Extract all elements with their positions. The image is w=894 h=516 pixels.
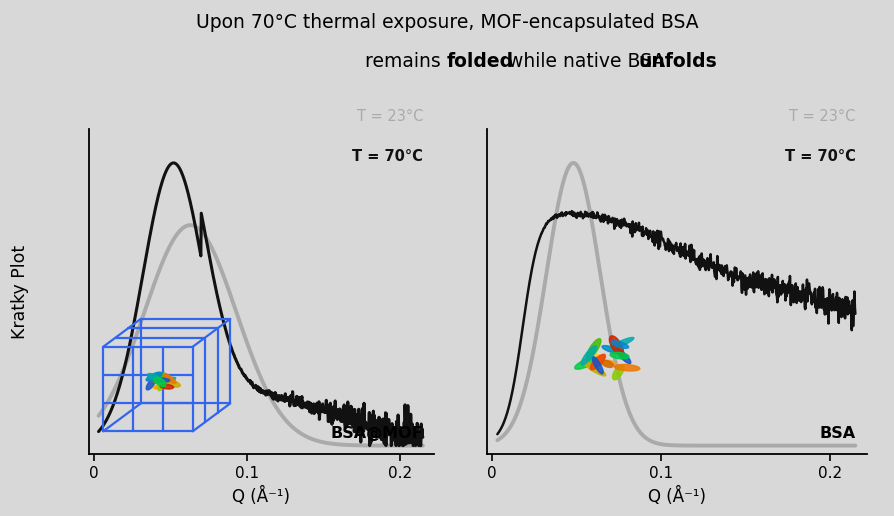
X-axis label: Q (Å⁻¹): Q (Å⁻¹) (648, 487, 706, 506)
Ellipse shape (612, 365, 624, 380)
Ellipse shape (154, 378, 170, 382)
Ellipse shape (575, 358, 596, 369)
Text: BSA: BSA (820, 426, 856, 441)
Ellipse shape (611, 341, 628, 348)
Ellipse shape (151, 373, 166, 378)
Ellipse shape (609, 337, 634, 349)
Ellipse shape (153, 385, 164, 389)
Ellipse shape (156, 381, 169, 385)
Text: while native BSA: while native BSA (502, 52, 671, 71)
Text: folded: folded (447, 52, 514, 71)
Text: BSA@MOF: BSA@MOF (331, 426, 423, 441)
Text: Kratky Plot: Kratky Plot (11, 245, 29, 338)
Ellipse shape (616, 348, 631, 364)
Ellipse shape (160, 384, 173, 389)
Ellipse shape (593, 357, 603, 374)
Ellipse shape (148, 374, 161, 381)
Ellipse shape (581, 346, 596, 365)
Ellipse shape (590, 354, 605, 370)
Ellipse shape (155, 377, 166, 386)
Text: Upon 70°C thermal exposure, MOF-encapsulated BSA: Upon 70°C thermal exposure, MOF-encapsul… (196, 13, 698, 32)
Ellipse shape (154, 384, 166, 389)
Ellipse shape (614, 364, 640, 371)
Text: T = 70°C: T = 70°C (785, 149, 856, 164)
Ellipse shape (595, 356, 605, 360)
Ellipse shape (158, 380, 166, 391)
Ellipse shape (148, 377, 162, 382)
Ellipse shape (163, 374, 176, 383)
Ellipse shape (583, 361, 606, 376)
Ellipse shape (147, 379, 156, 390)
Ellipse shape (163, 376, 170, 381)
Ellipse shape (610, 352, 628, 359)
Ellipse shape (602, 360, 613, 367)
Ellipse shape (162, 379, 181, 387)
Text: T = 23°C: T = 23°C (789, 109, 856, 124)
Ellipse shape (153, 380, 169, 385)
Ellipse shape (162, 379, 168, 383)
Ellipse shape (146, 372, 162, 381)
X-axis label: Q (Å⁻¹): Q (Å⁻¹) (232, 487, 291, 506)
Ellipse shape (160, 377, 175, 385)
Text: remains: remains (366, 52, 447, 71)
Text: T = 70°C: T = 70°C (352, 149, 423, 164)
Ellipse shape (600, 360, 615, 365)
Ellipse shape (602, 346, 620, 353)
Ellipse shape (148, 381, 156, 386)
Ellipse shape (612, 347, 624, 354)
Ellipse shape (586, 338, 601, 359)
Text: unfolds: unfolds (638, 52, 717, 71)
Ellipse shape (610, 336, 623, 356)
Ellipse shape (593, 354, 603, 359)
Text: T = 23°C: T = 23°C (357, 109, 423, 124)
